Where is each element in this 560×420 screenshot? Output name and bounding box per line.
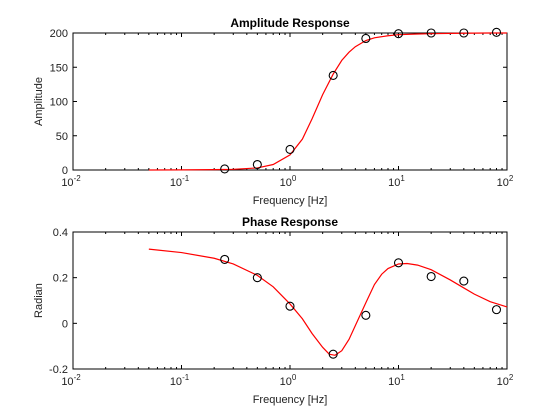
y-tick-label: 0 — [62, 165, 68, 177]
data-point — [220, 164, 230, 174]
x-tick-base: 10 — [280, 177, 292, 189]
tick-labels: 10-2 10-1 100 101 102-0.200.20.4 — [49, 227, 514, 388]
x-tick-exponent: -2 — [74, 174, 82, 183]
data-point — [426, 28, 436, 38]
data-point — [393, 258, 404, 268]
x-tick-base: 10 — [497, 177, 509, 189]
x-tick-exponent: 1 — [400, 174, 405, 183]
y-tick-label: 0.2 — [53, 273, 68, 285]
x-tick-base: 10 — [170, 376, 182, 388]
x-tick-exponent: 0 — [292, 373, 297, 382]
y-tick-label: 0.4 — [53, 227, 68, 239]
plot-content — [148, 27, 507, 174]
data-point — [285, 144, 295, 154]
plot-content — [148, 248, 508, 359]
y-tick-label: 100 — [50, 97, 68, 109]
x-tick-label: 101 — [388, 174, 405, 189]
x-tick-label: 10-2 — [61, 373, 81, 388]
plot-area — [72, 231, 508, 370]
data-point — [426, 271, 436, 282]
data-point — [328, 349, 338, 359]
x-tick-exponent: 2 — [509, 174, 514, 183]
data-point — [361, 33, 371, 44]
chart-title: Amplitude Response — [230, 16, 350, 30]
data-point — [393, 29, 404, 39]
x-axis-label: Frequency [Hz] — [253, 394, 328, 406]
y-tick-label: 0 — [62, 318, 68, 330]
x-tick-label: 100 — [280, 373, 297, 388]
fit-curve — [148, 32, 507, 171]
data-point — [491, 27, 502, 37]
y-tick-label: -0.2 — [49, 364, 68, 376]
x-axis-label: Frequency [Hz] — [253, 195, 328, 207]
data-point — [220, 254, 230, 264]
data-point — [361, 310, 371, 320]
y-axis-label: Amplitude — [33, 77, 45, 126]
data-point — [285, 301, 295, 311]
x-tick-base: 10 — [497, 376, 509, 388]
y-axis-label: Radian — [33, 283, 45, 318]
x-tick-base: 10 — [170, 177, 182, 189]
data-point — [252, 273, 262, 283]
x-tick-base: 10 — [388, 177, 400, 189]
y-tick-label: 150 — [50, 62, 68, 74]
x-tick-label: 10-1 — [170, 174, 190, 189]
y-tick-label: 200 — [50, 28, 68, 40]
x-tick-exponent: -1 — [182, 174, 190, 183]
plot-area — [72, 32, 508, 171]
x-tick-exponent: 2 — [509, 373, 514, 382]
data-point — [328, 70, 338, 81]
x-tick-exponent: 1 — [400, 373, 405, 382]
y-tick-label: 50 — [56, 131, 68, 143]
x-tick-exponent: 0 — [292, 174, 297, 183]
x-tick-exponent: -1 — [182, 373, 190, 382]
data-point — [459, 276, 469, 286]
x-tick-label: 102 — [497, 174, 514, 189]
x-tick-base: 10 — [388, 376, 400, 388]
x-tick-exponent: -2 — [74, 373, 82, 382]
x-tick-base: 10 — [280, 376, 292, 388]
x-tick-label: 101 — [388, 373, 405, 388]
fit-curve — [148, 248, 508, 356]
data-point — [252, 159, 262, 170]
axis-ticks — [72, 231, 508, 370]
data-point — [491, 305, 502, 315]
x-tick-base: 10 — [61, 177, 73, 189]
x-tick-label: 10-2 — [61, 174, 81, 189]
x-tick-label: 10-1 — [170, 373, 190, 388]
x-tick-label: 100 — [280, 174, 297, 189]
x-tick-label: 102 — [497, 373, 514, 388]
data-point — [459, 28, 469, 38]
x-tick-base: 10 — [61, 376, 73, 388]
chart-title: Phase Response — [242, 215, 338, 229]
phase-panel: 10-2 10-1 100 101 102-0.200.20.4 Phase Respo… — [33, 215, 514, 406]
